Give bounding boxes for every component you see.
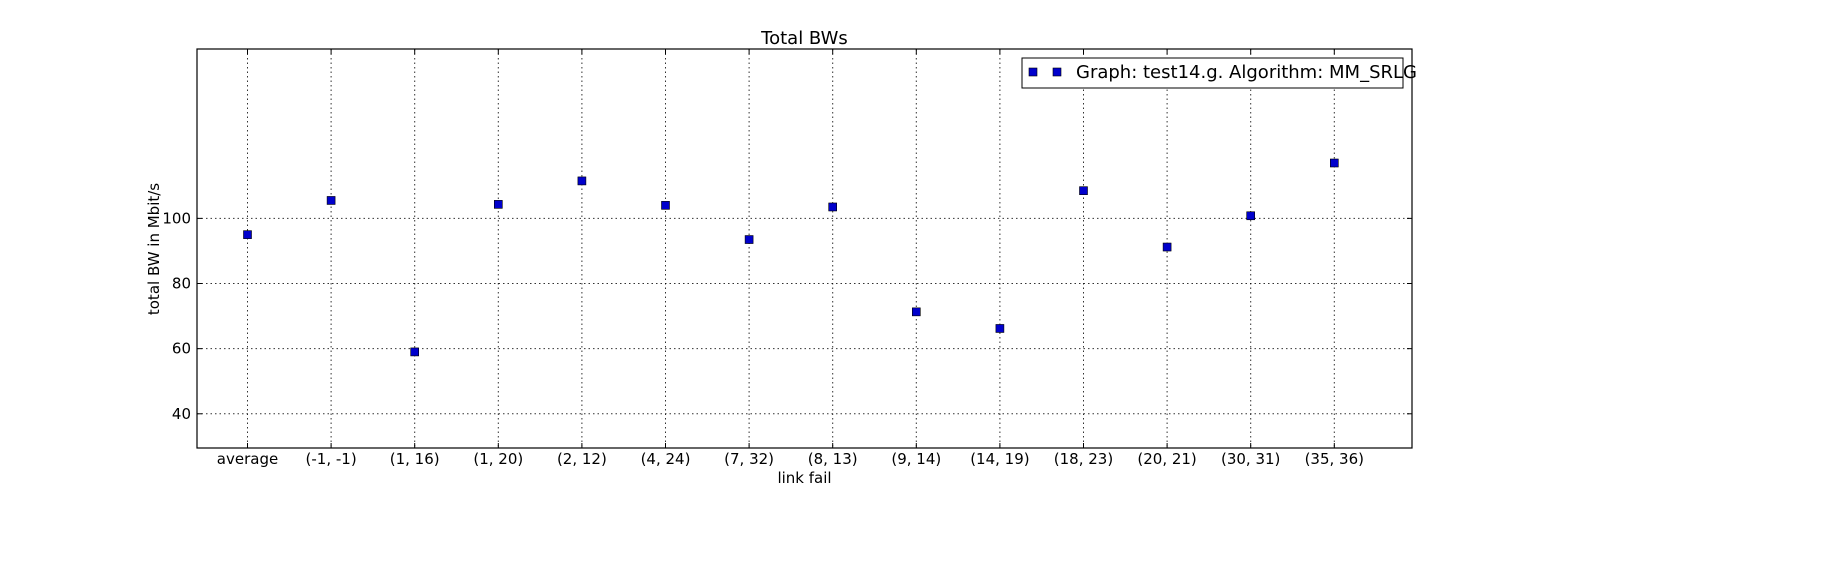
data-point — [326, 196, 336, 205]
y-axis-label: total BW in Mbit/s — [145, 183, 163, 315]
x-tick-label: (-1, -1) — [306, 450, 357, 468]
data-point — [493, 200, 503, 209]
chart-title: Total BWs — [760, 28, 848, 49]
x-tick-label: (18, 23) — [1054, 450, 1113, 468]
data-point — [1079, 186, 1088, 195]
x-axis-label: link fail — [777, 469, 831, 487]
y-tick-label: 40 — [172, 405, 191, 423]
x-tick-label: (30, 31) — [1221, 450, 1280, 468]
legend-marker — [1052, 67, 1062, 77]
data-point — [828, 202, 838, 212]
x-tick-label: (2, 12) — [557, 450, 607, 468]
plot-frame — [196, 48, 1413, 449]
x-tick-label: (8, 13) — [808, 450, 858, 468]
y-tick-label: 80 — [172, 275, 191, 293]
x-tick-label: (35, 36) — [1305, 450, 1364, 468]
x-tick-label: (4, 24) — [641, 450, 691, 468]
data-point — [1162, 242, 1172, 252]
legend: Graph: test14.g. Algorithm: MM_SRLG — [1021, 57, 1417, 89]
x-tick-label: (7, 32) — [724, 450, 774, 468]
data-point — [911, 307, 921, 317]
y-tick-label: 100 — [162, 209, 191, 227]
legend-marker — [1028, 67, 1038, 77]
x-tick-label: (9, 14) — [891, 450, 941, 468]
x-tick-label: (1, 16) — [390, 450, 440, 468]
x-tick-label: average — [217, 450, 278, 468]
data-point — [577, 176, 587, 186]
x-tick-label: (20, 21) — [1137, 450, 1196, 468]
legend-label: Graph: test14.g. Algorithm: MM_SRLG — [1076, 62, 1417, 83]
data-point — [995, 324, 1005, 333]
ticks — [197, 49, 1412, 448]
data-point — [744, 235, 754, 244]
legend-box — [1021, 57, 1404, 89]
x-tick-label: (1, 20) — [473, 450, 523, 468]
data-points — [243, 158, 1339, 357]
x-tick-label: (14, 19) — [970, 450, 1029, 468]
data-point — [410, 347, 420, 357]
tick-labels: average (-1, -1) (1, 16) (1, 20) (2, 12) (4, … — [162, 209, 1364, 468]
y-tick-label: 60 — [172, 340, 191, 358]
data-point — [243, 230, 252, 239]
data-point — [1330, 158, 1339, 168]
grid — [197, 49, 1412, 448]
data-point — [661, 201, 670, 210]
data-point — [1246, 211, 1255, 221]
